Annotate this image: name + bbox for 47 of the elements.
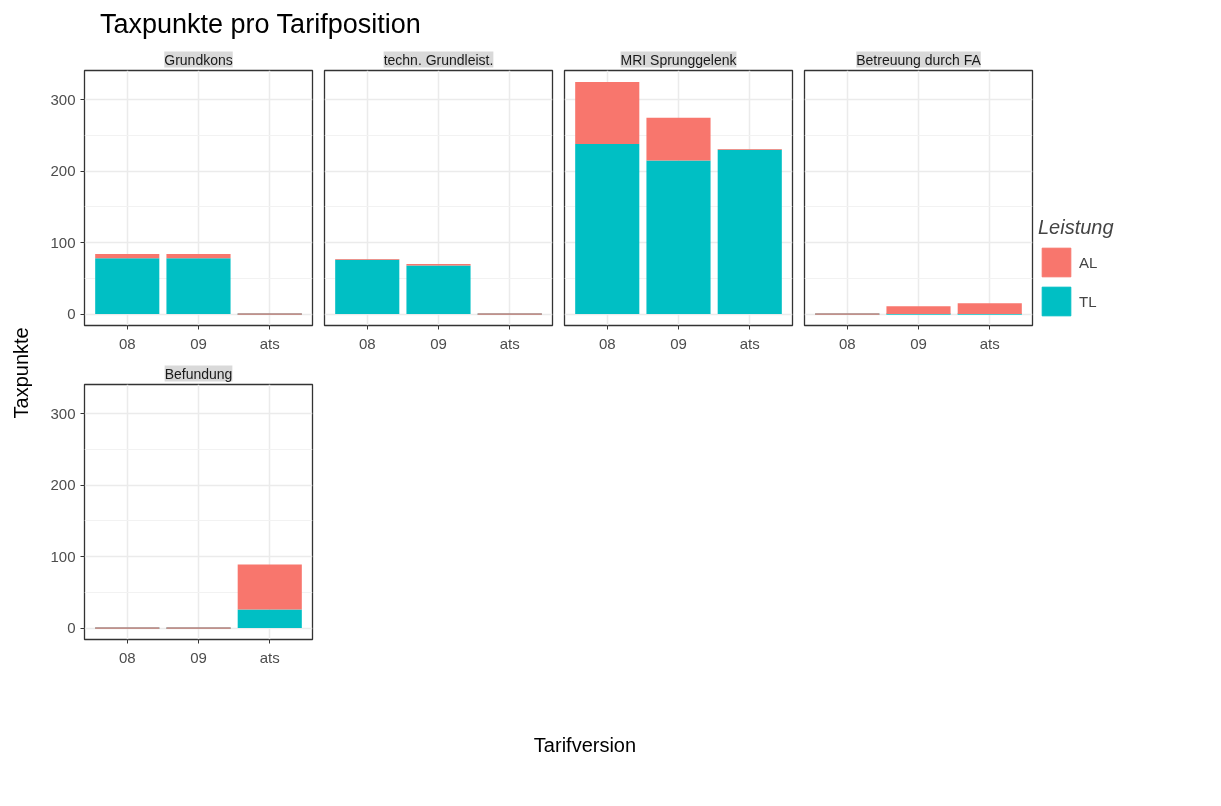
bar	[166, 258, 231, 315]
bar	[95, 254, 160, 259]
x-tick-label: 08	[118, 334, 136, 352]
x-tick-label: ats	[259, 334, 280, 352]
bar	[575, 144, 640, 315]
legend-label: TL	[1079, 292, 1098, 310]
y-tick-label: 0	[67, 305, 76, 323]
chart-title: Befundung	[164, 365, 233, 382]
y-tick-label: 300	[50, 90, 76, 108]
chart-title: Grundkons	[164, 51, 233, 68]
x-tick-label: ats	[499, 334, 520, 352]
x-tick-label: ats	[259, 648, 280, 666]
y-tick-label: 100	[50, 233, 76, 251]
bar	[335, 259, 400, 315]
x-tick-label: 08	[118, 648, 136, 666]
y-tick-label: 0	[67, 619, 76, 637]
y-tick-label: 100	[50, 547, 76, 565]
bar	[237, 609, 302, 629]
chart-title: techn. Grundleist.	[383, 51, 494, 68]
bar	[646, 117, 711, 161]
x-tick-label: ats	[979, 334, 1000, 352]
x-tick-label: 09	[190, 648, 207, 666]
bar	[646, 160, 711, 315]
x-tick-label: 08	[598, 334, 616, 352]
text: Tarifversion	[533, 733, 637, 758]
bar	[237, 564, 302, 610]
x-tick-label: 09	[430, 334, 447, 352]
text: Taxpunkte	[9, 327, 32, 419]
x-tick-label: ats	[739, 334, 760, 352]
legend-title: Leistung	[1038, 216, 1114, 239]
y-tick-label: 200	[50, 476, 76, 494]
chart-title: MRI Sprunggelenk	[620, 51, 738, 68]
x-tick-label: 08	[358, 334, 376, 352]
x-tick-label: 08	[838, 334, 856, 352]
x-tick-label: 09	[190, 334, 207, 352]
bar	[575, 81, 640, 145]
text: Taxpunkte pro Tarifposition	[100, 8, 421, 41]
bar	[166, 254, 231, 259]
x-tick-label: 09	[910, 334, 927, 352]
y-tick-label: 200	[50, 162, 76, 180]
chart-title: Betreuung durch FA	[856, 51, 982, 68]
y-tick-label: 300	[50, 404, 76, 422]
bar	[95, 258, 160, 315]
bar	[717, 149, 782, 315]
legend-label: AL	[1079, 253, 1099, 271]
x-tick-label: 09	[670, 334, 687, 352]
bar	[406, 265, 471, 315]
